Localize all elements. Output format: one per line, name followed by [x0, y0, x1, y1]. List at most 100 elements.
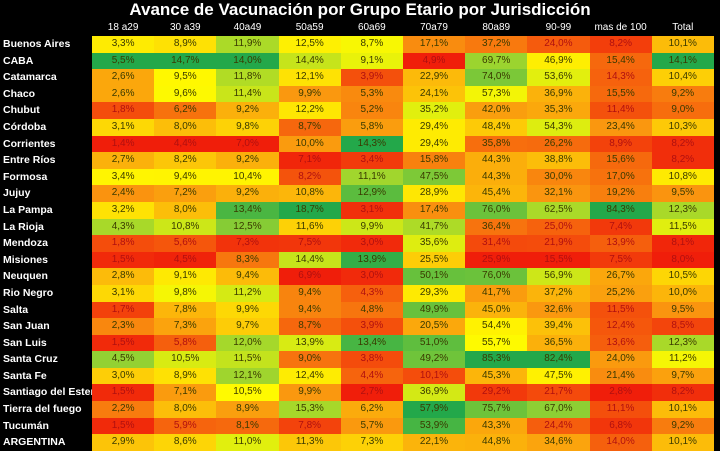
heatmap-cell: 30,0%	[527, 168, 590, 186]
heatmap-cell: 62,5%	[527, 201, 590, 219]
heatmap-cell: 9,4%	[154, 168, 217, 186]
heatmap-cell: 8,7%	[340, 36, 403, 53]
heatmap-cell: 9,7%	[216, 318, 279, 335]
heatmap-cell: 15,5%	[527, 251, 590, 269]
heatmap-cell: 7,3%	[340, 434, 403, 451]
heatmap-cell: 6,8%	[589, 417, 652, 435]
heatmap-cell: 2,4%	[92, 185, 155, 202]
heatmap-cell: 49,9%	[402, 301, 466, 319]
heatmap-cell: 4,3%	[92, 218, 155, 236]
row-label: Santiago del Estero	[3, 386, 102, 399]
table-row: Chaco 2,6% 9,6% 11,4% 9,9% 5,3% 24,1% 57,3% 36,9…	[0, 85, 714, 103]
table-row: Tucumán 1,5% 5,9% 8,1% 7,8% 5,7% 53,9% 43,3% 24,…	[0, 417, 714, 435]
heatmap-cell: 53,9%	[402, 417, 466, 435]
heatmap-cell: 38,8%	[527, 152, 590, 169]
heatmap-cell: 12,1%	[278, 69, 341, 86]
heatmap-cell: 9,5%	[651, 301, 714, 319]
heatmap-cell: 11,2%	[216, 284, 279, 302]
heatmap-cell: 10,5%	[154, 351, 217, 368]
heatmap-cell: 11,0%	[216, 434, 279, 451]
heatmap-cell: 5,7%	[340, 417, 403, 435]
row-label: Salta	[3, 303, 29, 316]
heatmap-cell: 8,7%	[278, 118, 341, 136]
heatmap-cell: 36,9%	[402, 384, 466, 402]
heatmap-cell: 8,2%	[278, 168, 341, 186]
row-label: Santa Fe	[3, 369, 47, 382]
heatmap-cell: 26,7%	[589, 268, 652, 285]
heatmap-cell: 12,1%	[216, 367, 279, 385]
heatmap-cell: 6,2%	[154, 102, 217, 119]
column-header: 40a49	[233, 22, 262, 33]
heatmap-cell: 8,2%	[651, 384, 714, 402]
column-header: 60a69	[357, 22, 386, 33]
heatmap-cell: 13,9%	[278, 334, 341, 352]
heatmap-cell: 10,1%	[651, 401, 714, 418]
heatmap-cell: 10,8%	[154, 218, 217, 236]
heatmap-cell: 47,5%	[527, 367, 590, 385]
heatmap-cell: 15,4%	[589, 52, 652, 70]
table-row: Corrientes 1,4% 4,4% 7,0% 10,0% 14,3% 29,4% 35,…	[0, 135, 714, 153]
heatmap-cell: 17,4%	[402, 201, 466, 219]
heatmap-cell: 56,9%	[527, 268, 590, 285]
heatmap-cell: 3,0%	[340, 268, 403, 285]
heatmap-cell: 1,5%	[92, 334, 155, 352]
row-label: Neuquen	[3, 270, 48, 283]
heatmap-cell: 7,5%	[278, 235, 341, 252]
heatmap-cell: 11,5%	[651, 218, 714, 236]
heatmap-cell: 37,2%	[465, 36, 528, 53]
heatmap-cell: 1,5%	[92, 251, 155, 269]
heatmap-cell: 45,3%	[465, 367, 528, 385]
heatmap-cell: 42,0%	[465, 102, 528, 119]
heatmap-cell: 76,0%	[465, 268, 528, 285]
table-row: San Luis 1,5% 5,8% 12,0% 13,9% 13,4% 51,0% 55,7…	[0, 334, 714, 352]
table-row: Misiones 1,5% 4,5% 8,3% 14,4% 13,9% 25,5% 25,9%…	[0, 251, 714, 269]
heatmap-cell: 4,4%	[154, 135, 217, 153]
heatmap-cell: 29,4%	[402, 118, 466, 136]
column-header: 80a89	[482, 22, 511, 33]
heatmap-cell: 18,7%	[278, 201, 341, 219]
row-label: Tucumán	[3, 419, 49, 432]
heatmap-cell: 29,3%	[402, 284, 466, 302]
heatmap-cell: 8,7%	[278, 318, 341, 335]
heatmap-cell: 10,4%	[651, 69, 714, 86]
heatmap-cell: 4,4%	[340, 367, 403, 385]
table-row: CABA 5,5% 14,7% 14,0% 14,4% 9,1% 4,9% 69,7% 46,9…	[0, 52, 714, 70]
row-label: Córdoba	[3, 120, 47, 133]
heatmap-cell: 8,0%	[154, 118, 217, 136]
heatmap-cell: 8,9%	[216, 401, 279, 418]
heatmap-cell: 76,0%	[465, 201, 528, 219]
table-row: Catamarca 2,6% 9,5% 11,8% 12,1% 3,9% 22,9% 74,0…	[0, 69, 714, 86]
row-label: Buenos Aires	[3, 38, 71, 50]
heatmap-cell: 15,3%	[278, 401, 341, 418]
heatmap-cell: 3,4%	[92, 168, 155, 186]
row-label: CABA	[3, 54, 34, 67]
heatmap-cell: 2,7%	[340, 384, 403, 402]
heatmap-cell: 25,0%	[527, 218, 590, 236]
heatmap-cell: 48,4%	[465, 118, 528, 136]
column-header: 90-99	[545, 22, 572, 33]
heatmap-cell: 1,8%	[92, 235, 155, 252]
heatmap-cell: 21,9%	[527, 235, 590, 252]
heatmap-cell: 8,6%	[154, 434, 217, 451]
heatmap-cell: 8,9%	[154, 36, 217, 53]
heatmap-cell: 4,9%	[402, 52, 466, 70]
table-row: Córdoba 3,1% 8,0% 9,8% 8,7% 5,8% 29,4% 48,4% 54,…	[0, 118, 714, 136]
heatmap-cell: 11,9%	[216, 36, 279, 53]
heatmap-cell: 36,9%	[527, 85, 590, 103]
heatmap-cell: 11,3%	[278, 434, 341, 451]
heatmap-cell: 8,9%	[154, 367, 217, 385]
heatmap-cell: 14,7%	[154, 52, 217, 70]
heatmap-cell: 15,8%	[402, 152, 466, 169]
heatmap-cell: 9,4%	[278, 301, 341, 319]
heatmap-cell: 12,3%	[651, 201, 714, 219]
column-header: 70a79	[420, 22, 448, 33]
row-label: La Rioja	[3, 220, 44, 233]
heatmap-cell: 10,1%	[651, 434, 714, 451]
heatmap-cell: 7,3%	[154, 318, 217, 335]
row-label: Chubut	[3, 104, 40, 117]
heatmap-cell: 1,5%	[92, 384, 155, 402]
heatmap-cell: 29,2%	[465, 384, 528, 402]
heatmap-cell: 9,2%	[216, 185, 279, 202]
heatmap-cell: 74,0%	[465, 69, 528, 86]
heatmap-cell: 44,3%	[465, 168, 528, 186]
